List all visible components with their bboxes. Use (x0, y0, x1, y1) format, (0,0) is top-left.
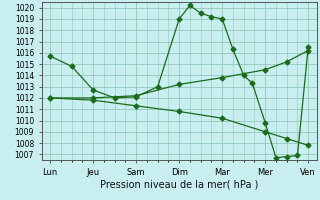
X-axis label: Pression niveau de la mer( hPa ): Pression niveau de la mer( hPa ) (100, 179, 258, 189)
